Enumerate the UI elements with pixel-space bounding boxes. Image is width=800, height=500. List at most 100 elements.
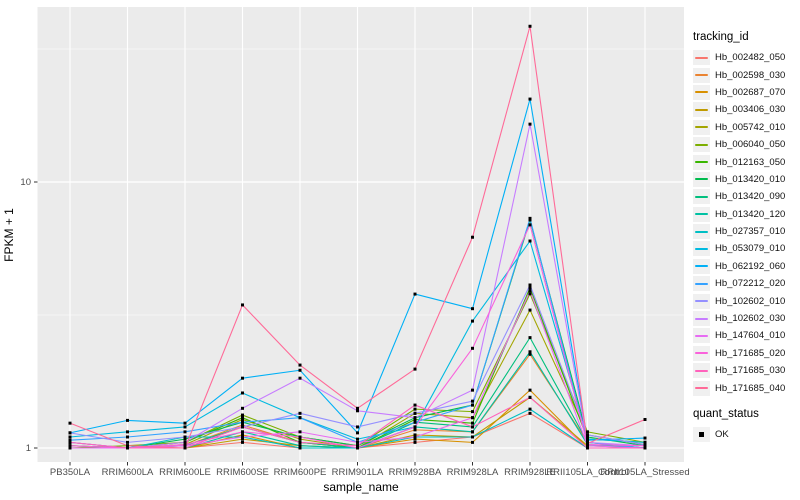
x-tick-label: RRIM928LE xyxy=(504,467,556,478)
legend-item: Hb_006040_050 xyxy=(693,136,799,153)
y-axis-title: FPKM + 1 xyxy=(2,208,16,262)
data-point xyxy=(68,431,72,435)
legend-color-line-icon xyxy=(695,126,708,129)
data-point xyxy=(643,436,647,440)
data-point xyxy=(356,446,359,450)
legend-item-label: Hb_072212_020 xyxy=(715,278,786,290)
legend: tracking_id Hb_002482_050 Hb_002598_030 Hb… xyxy=(693,31,799,443)
legend-key-ok xyxy=(693,427,710,442)
data-point xyxy=(413,416,417,420)
legend-item: Hb_171685_020 xyxy=(693,345,799,362)
data-point xyxy=(528,352,532,356)
data-point xyxy=(528,407,532,411)
data-point xyxy=(471,425,474,429)
data-point xyxy=(528,292,532,296)
legend-item: Hb_171685_040 xyxy=(693,379,799,396)
legend-key xyxy=(693,84,710,100)
data-point xyxy=(471,430,474,434)
legend-item-label: Hb_012163_050 xyxy=(715,156,786,168)
x-tick-label: RRIM600SE xyxy=(216,467,269,478)
data-point xyxy=(68,435,72,439)
legend-item-label: Hb_005742_010 xyxy=(715,121,786,133)
data-point xyxy=(528,336,532,340)
data-point xyxy=(298,437,302,441)
legend-item-ok: OK xyxy=(693,426,799,443)
data-point xyxy=(356,431,359,435)
data-point xyxy=(413,437,417,441)
data-point xyxy=(586,446,589,450)
legend-key xyxy=(693,363,710,379)
legend-item-label: Hb_053079_010 xyxy=(715,243,786,255)
data-point xyxy=(586,433,589,437)
legend-item-label: Hb_002687_070 xyxy=(715,86,786,98)
data-point xyxy=(183,446,187,450)
data-point xyxy=(241,433,244,437)
data-point xyxy=(126,435,129,439)
legend-item-label: OK xyxy=(715,429,729,440)
legend-color-line-icon xyxy=(695,300,708,303)
data-point xyxy=(68,444,72,448)
legend-key xyxy=(693,276,710,292)
legend-item: Hb_002598_030 xyxy=(693,66,799,83)
data-point xyxy=(241,376,244,380)
data-point xyxy=(183,435,187,439)
data-point xyxy=(471,410,474,414)
x-tick-label: RRIM600LE xyxy=(159,467,211,478)
data-point xyxy=(241,417,244,421)
data-point xyxy=(241,437,244,441)
legend-color-line-icon xyxy=(695,265,708,268)
legend-item: Hb_013420_010 xyxy=(693,171,799,188)
data-point xyxy=(298,446,302,450)
data-point xyxy=(471,399,474,403)
data-point xyxy=(241,423,244,427)
legend-color-line-icon xyxy=(695,387,708,390)
legend-item-label: Hb_006040_050 xyxy=(715,139,786,151)
x-tick-label: RRII105LA_Stressed xyxy=(600,467,689,478)
legend-item-label: Hb_003406_030 xyxy=(715,104,786,116)
legend-item: Hb_003406_030 xyxy=(693,101,799,118)
y-tick-label: 10 xyxy=(20,177,31,188)
legend-key xyxy=(693,102,710,118)
data-point xyxy=(126,444,129,448)
legend-key xyxy=(693,50,710,66)
legend-key xyxy=(693,311,710,327)
data-point xyxy=(413,435,417,439)
data-point xyxy=(528,122,532,126)
data-point xyxy=(413,425,417,429)
x-tick-label: RRII105LA_Control xyxy=(546,467,628,478)
legend-color-line-icon xyxy=(695,108,708,111)
legend-color-line-icon xyxy=(695,247,708,250)
data-point xyxy=(471,319,474,323)
data-point xyxy=(471,403,474,407)
data-point xyxy=(356,409,359,413)
legend-item: Hb_002482_050 xyxy=(693,49,799,66)
data-point xyxy=(298,444,302,448)
data-point xyxy=(471,346,474,350)
legend-color-line-icon xyxy=(695,178,708,181)
data-point xyxy=(528,388,532,392)
legend-items: Hb_002482_050 Hb_002598_030 Hb_002687_070 H… xyxy=(693,49,799,397)
legend-color-line-icon xyxy=(695,91,708,94)
data-point xyxy=(183,443,187,447)
legend-item: Hb_013420_120 xyxy=(693,206,799,223)
legend-item: Hb_005742_010 xyxy=(693,119,799,136)
legend-item: Hb_053079_010 xyxy=(693,240,799,257)
legend-key xyxy=(693,380,710,396)
data-point xyxy=(413,367,417,371)
legend-color-line-icon xyxy=(695,161,708,164)
data-point xyxy=(413,428,417,432)
data-point xyxy=(126,430,129,434)
data-point xyxy=(68,440,72,444)
x-tick-label: PB350LA xyxy=(50,467,91,478)
legend-item-label: Hb_102602_010 xyxy=(715,295,786,307)
legend-color-line-icon xyxy=(695,230,708,233)
data-point xyxy=(643,417,647,421)
legend-item: Hb_102602_030 xyxy=(693,310,799,327)
legend-color-line-icon xyxy=(695,334,708,337)
data-point xyxy=(586,441,589,445)
legend-key xyxy=(693,137,710,153)
data-point xyxy=(528,239,532,243)
legend-item: Hb_147604_010 xyxy=(693,327,799,344)
data-point xyxy=(528,411,532,415)
